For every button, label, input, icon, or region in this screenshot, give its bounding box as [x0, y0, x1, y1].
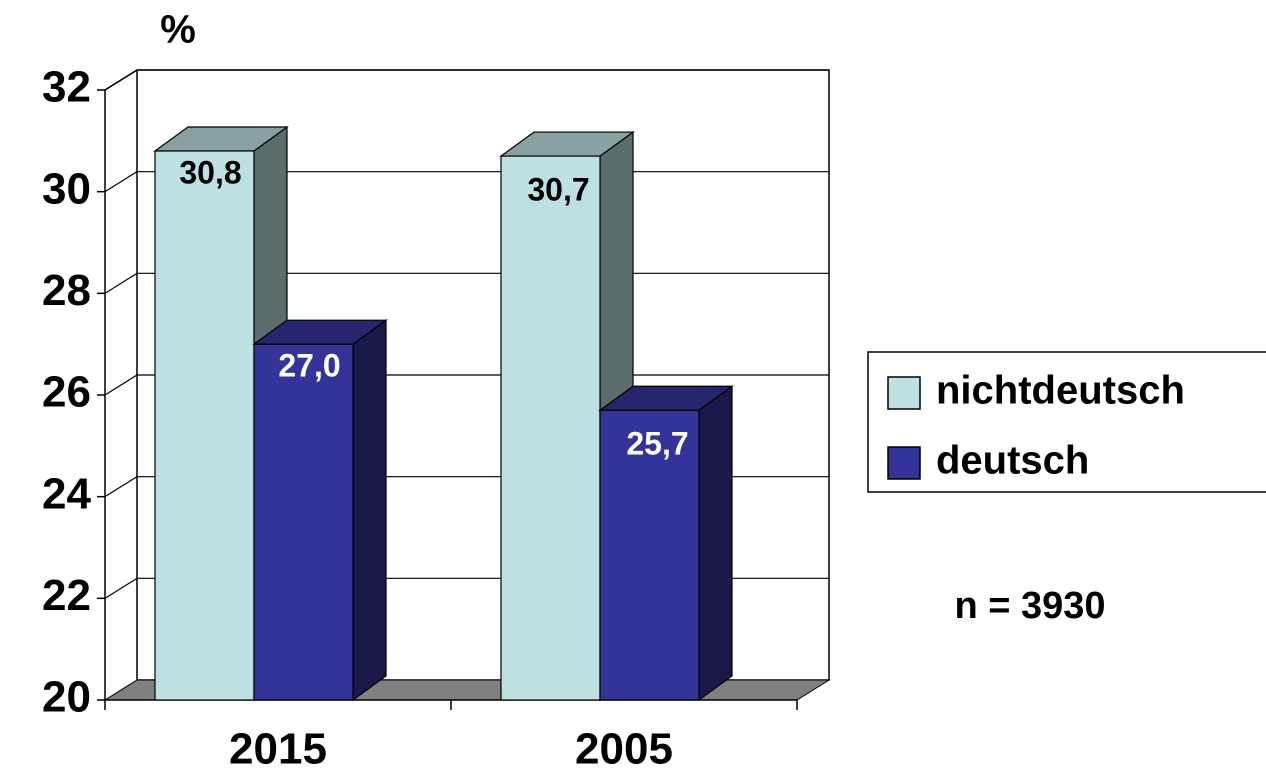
grid-line	[104, 476, 138, 498]
value-label: 30,8	[179, 154, 241, 190]
annotation: n = 3930	[954, 585, 1105, 627]
bar-side	[352, 318, 387, 702]
x-tick-label: 2015	[229, 725, 327, 774]
grid-line	[104, 171, 138, 193]
legend-label: nichtdeutsch	[936, 369, 1185, 413]
legend-box	[867, 351, 1266, 493]
y-tick-label: 30	[42, 164, 91, 213]
value-label: 25,7	[626, 426, 688, 462]
y-tick-label: 26	[42, 368, 91, 417]
grid-line	[104, 374, 138, 396]
y-tick-label: 32	[42, 63, 91, 112]
bar-side	[698, 385, 733, 702]
legend-label: deutsch	[936, 439, 1089, 483]
bar	[500, 155, 601, 701]
bar	[154, 150, 255, 701]
y-tick-label: 20	[42, 673, 91, 722]
grid-line	[104, 577, 138, 599]
bar	[599, 409, 700, 701]
legend-swatch	[887, 376, 921, 410]
y-tick-label: 24	[42, 469, 91, 518]
x-tick-label: 2005	[575, 725, 673, 774]
y-axis-label: %	[160, 8, 196, 52]
legend-swatch	[887, 446, 921, 480]
grid-line	[104, 272, 138, 294]
value-label: 27,0	[278, 348, 340, 384]
grid-line	[104, 69, 138, 91]
y-tick-label: 28	[42, 266, 91, 315]
value-label: 30,7	[527, 172, 589, 208]
bar	[253, 343, 354, 701]
y-tick-label: 22	[42, 571, 91, 620]
